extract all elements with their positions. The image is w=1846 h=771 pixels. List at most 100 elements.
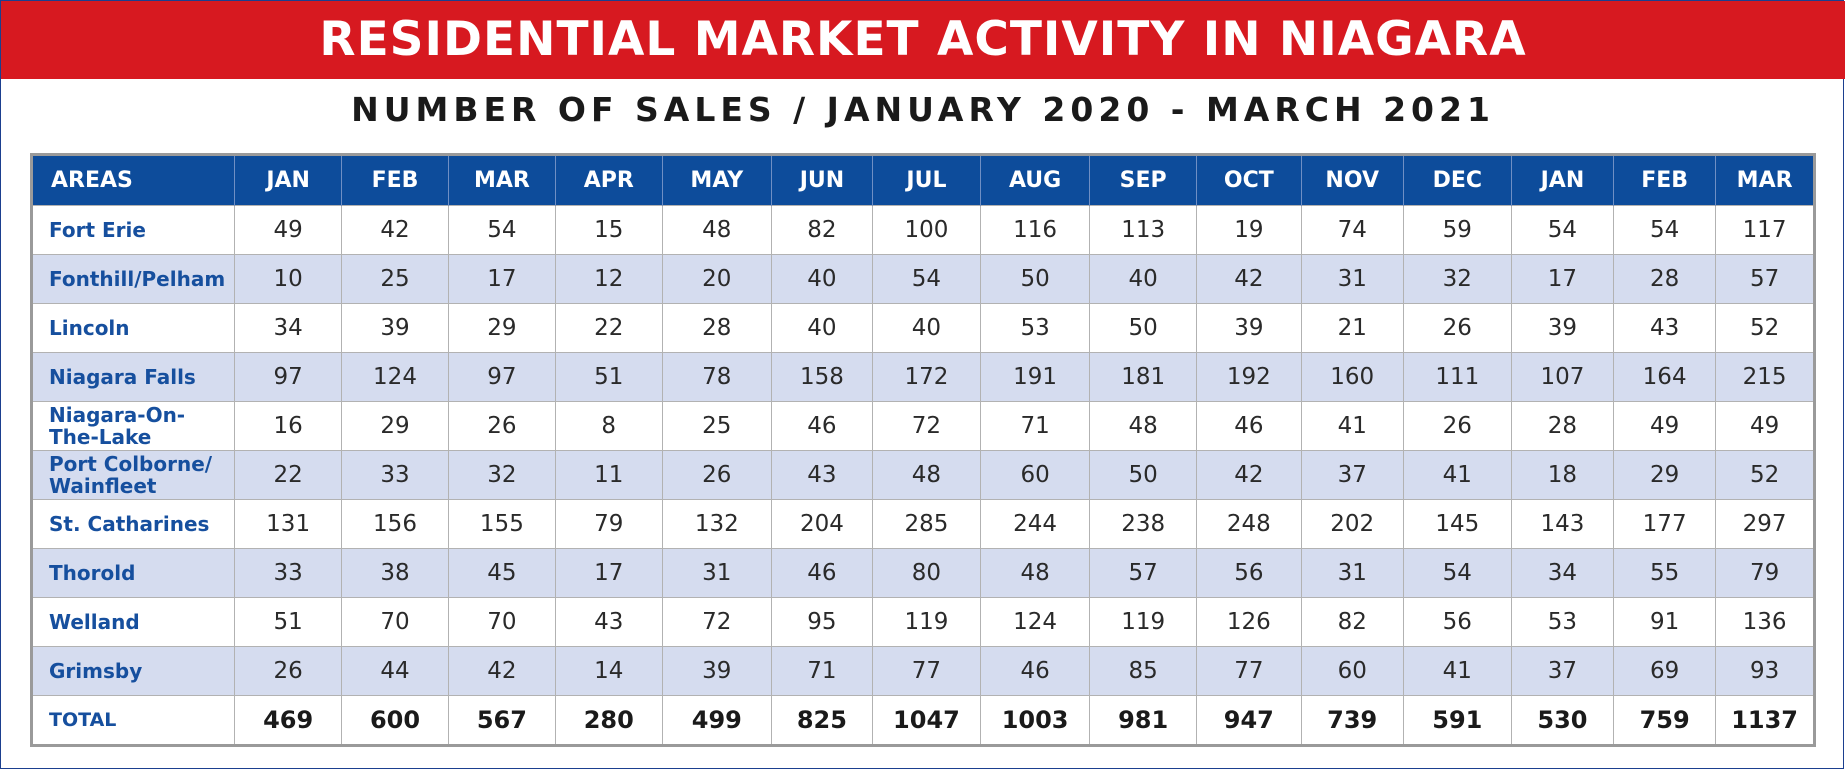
sales-value-cell: 72: [661, 597, 772, 647]
sales-value-cell: 39: [1196, 303, 1302, 353]
column-header-month: APR: [555, 154, 663, 206]
sales-value-cell: 39: [661, 646, 772, 696]
sales-value-cell: 12: [554, 254, 663, 304]
sales-value-cell: 119: [1089, 597, 1198, 647]
area-label: Lincoln: [30, 303, 236, 353]
sales-value-cell: 56: [1402, 597, 1512, 647]
sales-value-cell: 20: [661, 254, 772, 304]
total-value-cell: 739: [1300, 695, 1404, 746]
total-value-cell: 825: [770, 695, 873, 746]
sales-value-cell: 155: [447, 499, 556, 549]
sales-value-cell: 54: [1402, 548, 1512, 598]
sales-value-cell: 34: [234, 303, 343, 353]
area-label: Grimsby: [30, 646, 236, 696]
sales-value-cell: 113: [1089, 205, 1198, 255]
sales-value-cell: 132: [661, 499, 772, 549]
sales-value-cell: 172: [871, 352, 981, 402]
sales-value-cell: 49: [234, 205, 343, 255]
table-row: Fonthill/Pelham 10 25 17 12 20 40 54 50 40 42 31 32 1…: [30, 254, 1815, 304]
sales-value-cell: 49: [1613, 401, 1717, 451]
sales-value-cell: 28: [1510, 401, 1615, 451]
column-header-month: JAN: [1511, 154, 1615, 206]
column-header-month: MAY: [662, 154, 772, 206]
sales-value-cell: 77: [1196, 646, 1302, 696]
sales-value-cell: 42: [447, 646, 556, 696]
sales-value-cell: 145: [1402, 499, 1512, 549]
sales-table: AREAS JAN FEB MAR APR MAY JUN JUL AUG SEP OCT NOV DE…: [30, 153, 1816, 747]
table-row: Fort Erie 49 42 54 15 48 82 100 116 113 19 74 59 54 54…: [30, 205, 1815, 255]
sales-value-cell: 10: [234, 254, 343, 304]
sales-value-cell: 74: [1300, 205, 1404, 255]
sales-value-cell: 46: [770, 548, 873, 598]
sales-value-cell: 248: [1196, 499, 1302, 549]
column-header-month: AUG: [980, 154, 1091, 206]
sales-value-cell: 40: [770, 254, 873, 304]
total-value-cell: 567: [447, 695, 556, 746]
sales-value-cell: 31: [1300, 254, 1404, 304]
sales-value-cell: 79: [554, 499, 663, 549]
sales-value-cell: 107: [1510, 352, 1615, 402]
sales-value-cell: 32: [1402, 254, 1512, 304]
total-value-cell: 280: [554, 695, 663, 746]
sales-value-cell: 91: [1613, 597, 1717, 647]
sales-value-cell: 52: [1715, 303, 1815, 353]
sales-value-cell: 117: [1715, 205, 1815, 255]
sales-value-cell: 202: [1300, 499, 1404, 549]
total-value-cell: 591: [1402, 695, 1512, 746]
sales-value-cell: 70: [341, 597, 449, 647]
sales-value-cell: 143: [1510, 499, 1615, 549]
area-label: Thorold: [30, 548, 236, 598]
sales-value-cell: 46: [979, 646, 1091, 696]
sales-value-cell: 29: [1613, 450, 1717, 500]
column-header-month: MAR: [448, 154, 556, 206]
column-header-areas: AREAS: [31, 154, 236, 206]
total-value-cell: 600: [341, 695, 449, 746]
sales-value-cell: 46: [1196, 401, 1302, 451]
area-label: Port Colborne/Wainfleet: [30, 450, 236, 500]
sales-value-cell: 50: [979, 254, 1091, 304]
total-value-cell: 759: [1613, 695, 1717, 746]
sales-value-cell: 57: [1715, 254, 1815, 304]
sales-value-cell: 55: [1613, 548, 1717, 598]
sales-value-cell: 28: [1613, 254, 1717, 304]
sales-value-cell: 17: [554, 548, 663, 598]
area-label: Fonthill/Pelham: [30, 254, 236, 304]
column-header-month: DEC: [1403, 154, 1512, 206]
sales-value-cell: 136: [1715, 597, 1815, 647]
sales-value-cell: 42: [1196, 254, 1302, 304]
area-label: Niagara Falls: [30, 352, 236, 402]
total-value-cell: 947: [1196, 695, 1302, 746]
sales-value-cell: 54: [447, 205, 556, 255]
sales-value-cell: 54: [1613, 205, 1717, 255]
sales-value-cell: 51: [234, 597, 343, 647]
sales-value-cell: 37: [1510, 646, 1615, 696]
sales-value-cell: 25: [661, 401, 772, 451]
sales-value-cell: 126: [1196, 597, 1302, 647]
total-value-cell: 499: [661, 695, 772, 746]
sales-value-cell: 22: [554, 303, 663, 353]
sales-value-cell: 48: [1089, 401, 1198, 451]
sales-value-cell: 85: [1089, 646, 1198, 696]
area-label: Niagara-On- The-Lake: [30, 401, 236, 451]
sales-value-cell: 54: [871, 254, 981, 304]
sales-value-cell: 49: [1715, 401, 1815, 451]
sales-value-cell: 79: [1715, 548, 1815, 598]
sales-value-cell: 177: [1613, 499, 1717, 549]
area-label: St. Catharines: [30, 499, 236, 549]
table-body: Fort Erie 49 42 54 15 48 82 100 116 113 19 74 59 54 54…: [30, 205, 1815, 746]
sales-value-cell: 43: [770, 450, 873, 500]
total-value-cell: 981: [1089, 695, 1198, 746]
sales-value-cell: 50: [1089, 303, 1198, 353]
column-header-month: JAN: [234, 154, 343, 206]
sales-value-cell: 181: [1089, 352, 1198, 402]
page-title: RESIDENTIAL MARKET ACTIVITY IN NIAGARA: [1, 1, 1845, 79]
sales-value-cell: 48: [871, 450, 981, 500]
sales-value-cell: 26: [661, 450, 772, 500]
sales-value-cell: 8: [554, 401, 663, 451]
sales-value-cell: 33: [341, 450, 449, 500]
column-header-month: JUL: [872, 154, 981, 206]
sales-value-cell: 70: [447, 597, 556, 647]
sales-value-cell: 48: [661, 205, 772, 255]
sales-value-cell: 26: [447, 401, 556, 451]
sales-value-cell: 26: [234, 646, 343, 696]
